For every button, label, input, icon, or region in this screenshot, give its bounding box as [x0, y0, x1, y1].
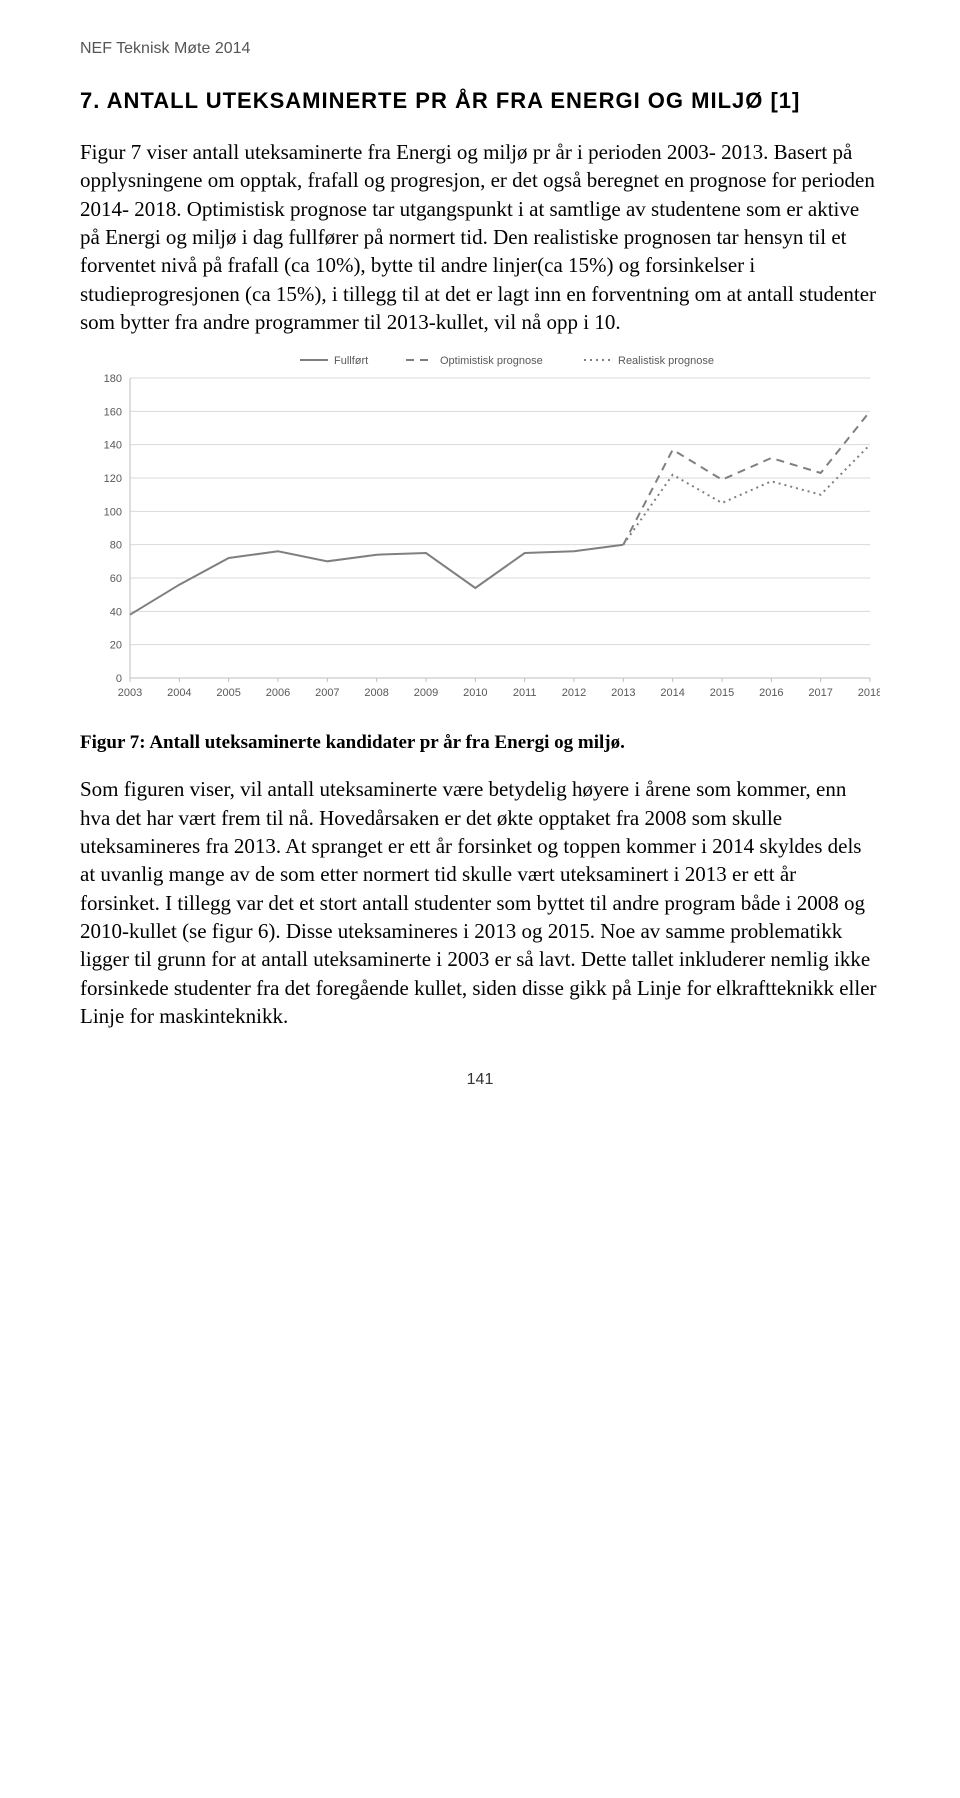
svg-text:2017: 2017 — [808, 687, 832, 699]
line-chart-svg: 0 20 40 60 80 100 120 140 160 180 2003 2004 2005 2006… — [80, 348, 880, 708]
svg-text:Optimistisk prognose: Optimistisk prognose — [440, 355, 543, 367]
svg-text:40: 40 — [110, 607, 122, 619]
paragraph-2: Som figuren viser, vil antall uteksamine… — [80, 775, 880, 1030]
paragraph-1: Figur 7 viser antall uteksaminerte fra E… — [80, 138, 880, 336]
svg-text:2006: 2006 — [266, 687, 290, 699]
svg-text:2010: 2010 — [463, 687, 487, 699]
figure-7-chart: 0 20 40 60 80 100 120 140 160 180 2003 2004 2005 2006… — [80, 348, 880, 713]
svg-text:0: 0 — [116, 673, 122, 685]
section-title: ANTALL UTEKSAMINERTE PR ÅR FRA ENERGI OG… — [107, 88, 801, 113]
svg-text:2007: 2007 — [315, 687, 339, 699]
section-heading: 7. ANTALL UTEKSAMINERTE PR ÅR FRA ENERGI… — [80, 88, 880, 114]
svg-text:2008: 2008 — [364, 687, 388, 699]
page-number: 141 — [80, 1071, 880, 1089]
svg-text:2016: 2016 — [759, 687, 783, 699]
svg-text:2012: 2012 — [562, 687, 586, 699]
svg-text:Realistisk prognose: Realistisk prognose — [618, 355, 714, 367]
svg-text:60: 60 — [110, 573, 122, 585]
svg-text:160: 160 — [104, 407, 122, 419]
svg-text:2015: 2015 — [710, 687, 734, 699]
svg-text:2013: 2013 — [611, 687, 635, 699]
svg-text:2004: 2004 — [167, 687, 191, 699]
svg-text:100: 100 — [104, 507, 122, 519]
svg-text:Fullført: Fullført — [334, 355, 368, 367]
svg-text:2018: 2018 — [858, 687, 880, 699]
section-number: 7. — [80, 88, 100, 113]
svg-text:2009: 2009 — [414, 687, 438, 699]
svg-text:2011: 2011 — [513, 687, 537, 699]
svg-text:2005: 2005 — [216, 687, 240, 699]
svg-text:120: 120 — [104, 473, 122, 485]
running-header: NEF Teknisk Møte 2014 — [80, 40, 880, 58]
svg-text:140: 140 — [104, 440, 122, 452]
svg-text:180: 180 — [104, 373, 122, 385]
svg-text:2003: 2003 — [118, 687, 142, 699]
figure-7-caption: Figur 7: Antall uteksaminerte kandidater… — [80, 732, 880, 754]
svg-text:80: 80 — [110, 540, 122, 552]
svg-text:20: 20 — [110, 640, 122, 652]
svg-text:2014: 2014 — [660, 687, 684, 699]
